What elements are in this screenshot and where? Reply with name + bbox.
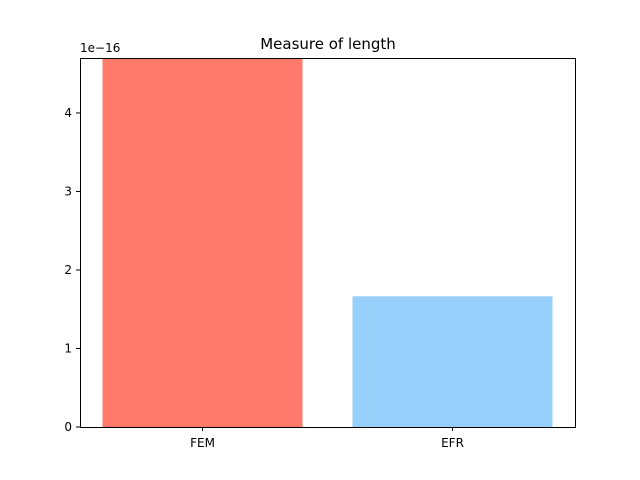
bar-fem: [102, 58, 303, 427]
y-axis: 0 1 2 3 4: [64, 106, 80, 434]
bar-efr: [352, 296, 553, 427]
x-tick-label: FEM: [190, 436, 215, 450]
y-offset-label: 1e−16: [80, 41, 120, 55]
y-tick-label: 3: [64, 184, 72, 198]
y-tick-label: 2: [64, 263, 72, 277]
bars-group: [102, 58, 553, 427]
x-axis: FEM EFR: [190, 427, 464, 450]
chart-title: Measure of length: [260, 35, 396, 53]
x-tick-label: EFR: [441, 436, 464, 450]
y-tick-label: 4: [64, 106, 72, 120]
plot-frame: [80, 58, 576, 428]
y-tick-label: 0: [64, 420, 72, 434]
y-tick-label: 1: [64, 341, 72, 355]
